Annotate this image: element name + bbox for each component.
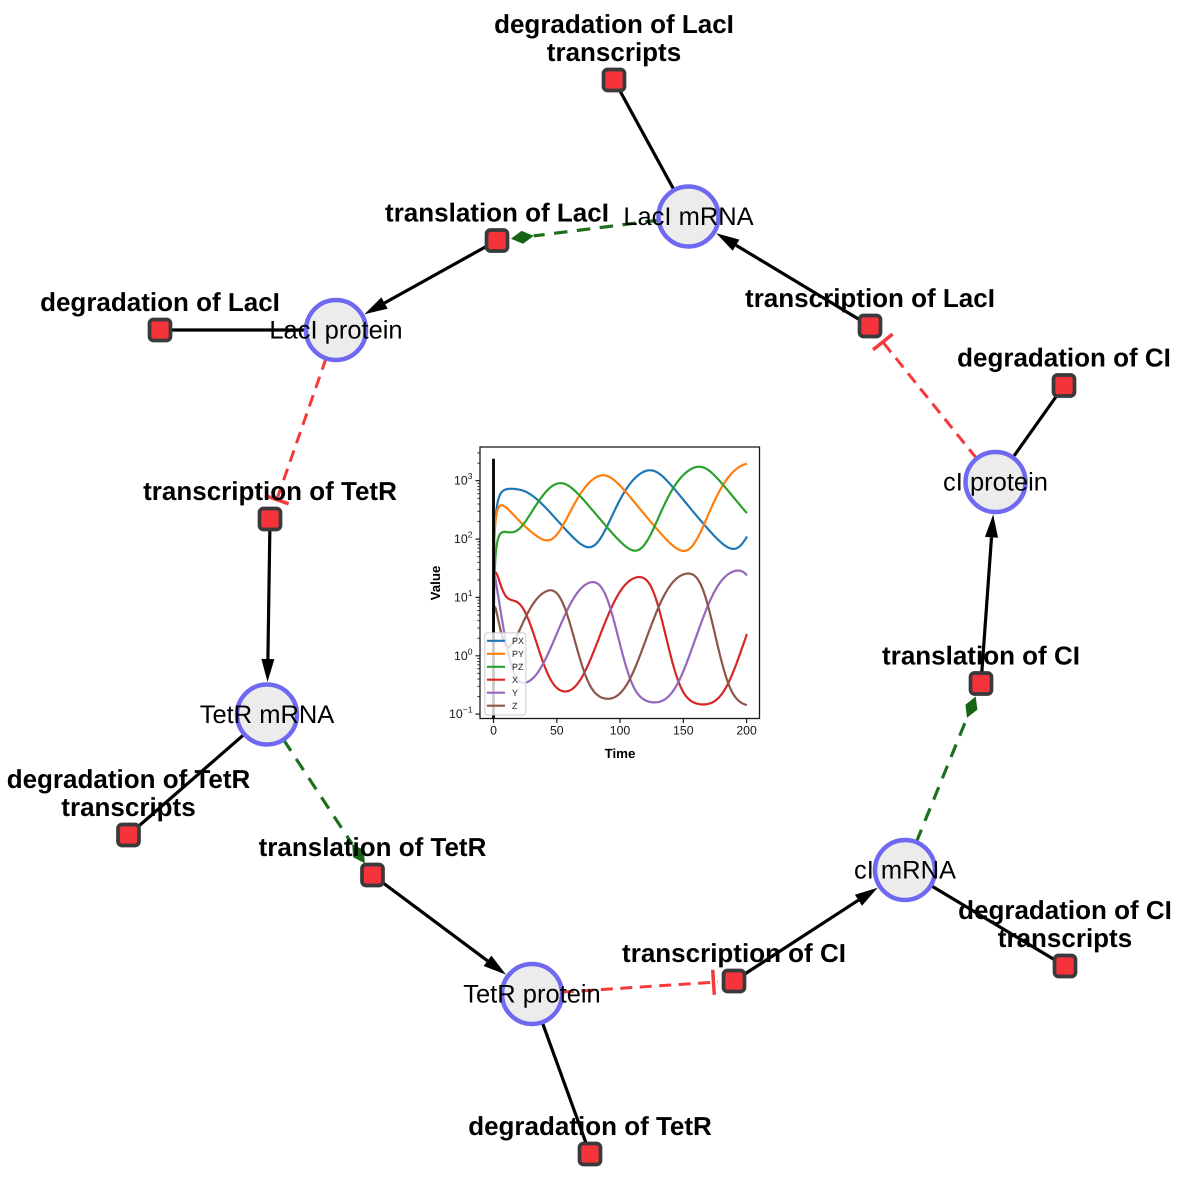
svg-text:150: 150	[673, 723, 694, 737]
svg-text:PX: PX	[512, 636, 524, 646]
svg-text:100: 100	[454, 646, 473, 663]
svg-text:translation of LacI: translation of LacI	[385, 198, 609, 228]
svg-text:200: 200	[736, 723, 757, 737]
svg-text:transcription of LacI: transcription of LacI	[745, 283, 995, 313]
svg-text:PY: PY	[512, 649, 524, 659]
svg-text:degradation of CI: degradation of CI	[957, 343, 1171, 373]
svg-text:103: 103	[454, 471, 473, 488]
svg-text:degradation of LacI: degradation of LacI	[494, 9, 734, 39]
svg-text:transcripts: transcripts	[61, 792, 195, 822]
svg-text:PZ: PZ	[512, 662, 524, 672]
svg-text:10−1: 10−1	[449, 705, 473, 722]
svg-text:LacI protein: LacI protein	[269, 317, 402, 345]
svg-text:degradation of LacI: degradation of LacI	[40, 287, 280, 317]
svg-text:101: 101	[454, 588, 473, 605]
svg-text:Z: Z	[512, 701, 518, 711]
svg-text:transcription of CI: transcription of CI	[622, 938, 846, 968]
svg-text:transcripts: transcripts	[547, 37, 681, 67]
svg-text:transcripts: transcripts	[998, 923, 1132, 953]
svg-text:LacI mRNA: LacI mRNA	[623, 203, 753, 231]
svg-text:translation of TetR: translation of TetR	[259, 832, 487, 862]
svg-text:cI protein: cI protein	[943, 469, 1048, 497]
svg-text:degradation of CI: degradation of CI	[958, 895, 1172, 925]
svg-text:X: X	[512, 675, 518, 685]
svg-text:translation of CI: translation of CI	[882, 641, 1080, 671]
svg-text:Time: Time	[605, 746, 636, 761]
svg-text:degradation of TetR: degradation of TetR	[468, 1111, 712, 1141]
svg-text:TetR protein: TetR protein	[463, 981, 601, 1009]
svg-text:Value: Value	[428, 566, 443, 601]
svg-text:Y: Y	[512, 688, 518, 698]
svg-text:0: 0	[490, 723, 497, 737]
svg-text:50: 50	[550, 723, 564, 737]
svg-text:100: 100	[610, 723, 631, 737]
svg-text:TetR mRNA: TetR mRNA	[200, 701, 335, 729]
svg-text:102: 102	[454, 530, 473, 547]
svg-text:transcription of TetR: transcription of TetR	[143, 476, 397, 506]
svg-text:degradation of TetR: degradation of TetR	[7, 764, 251, 794]
svg-text:cI mRNA: cI mRNA	[854, 857, 956, 885]
